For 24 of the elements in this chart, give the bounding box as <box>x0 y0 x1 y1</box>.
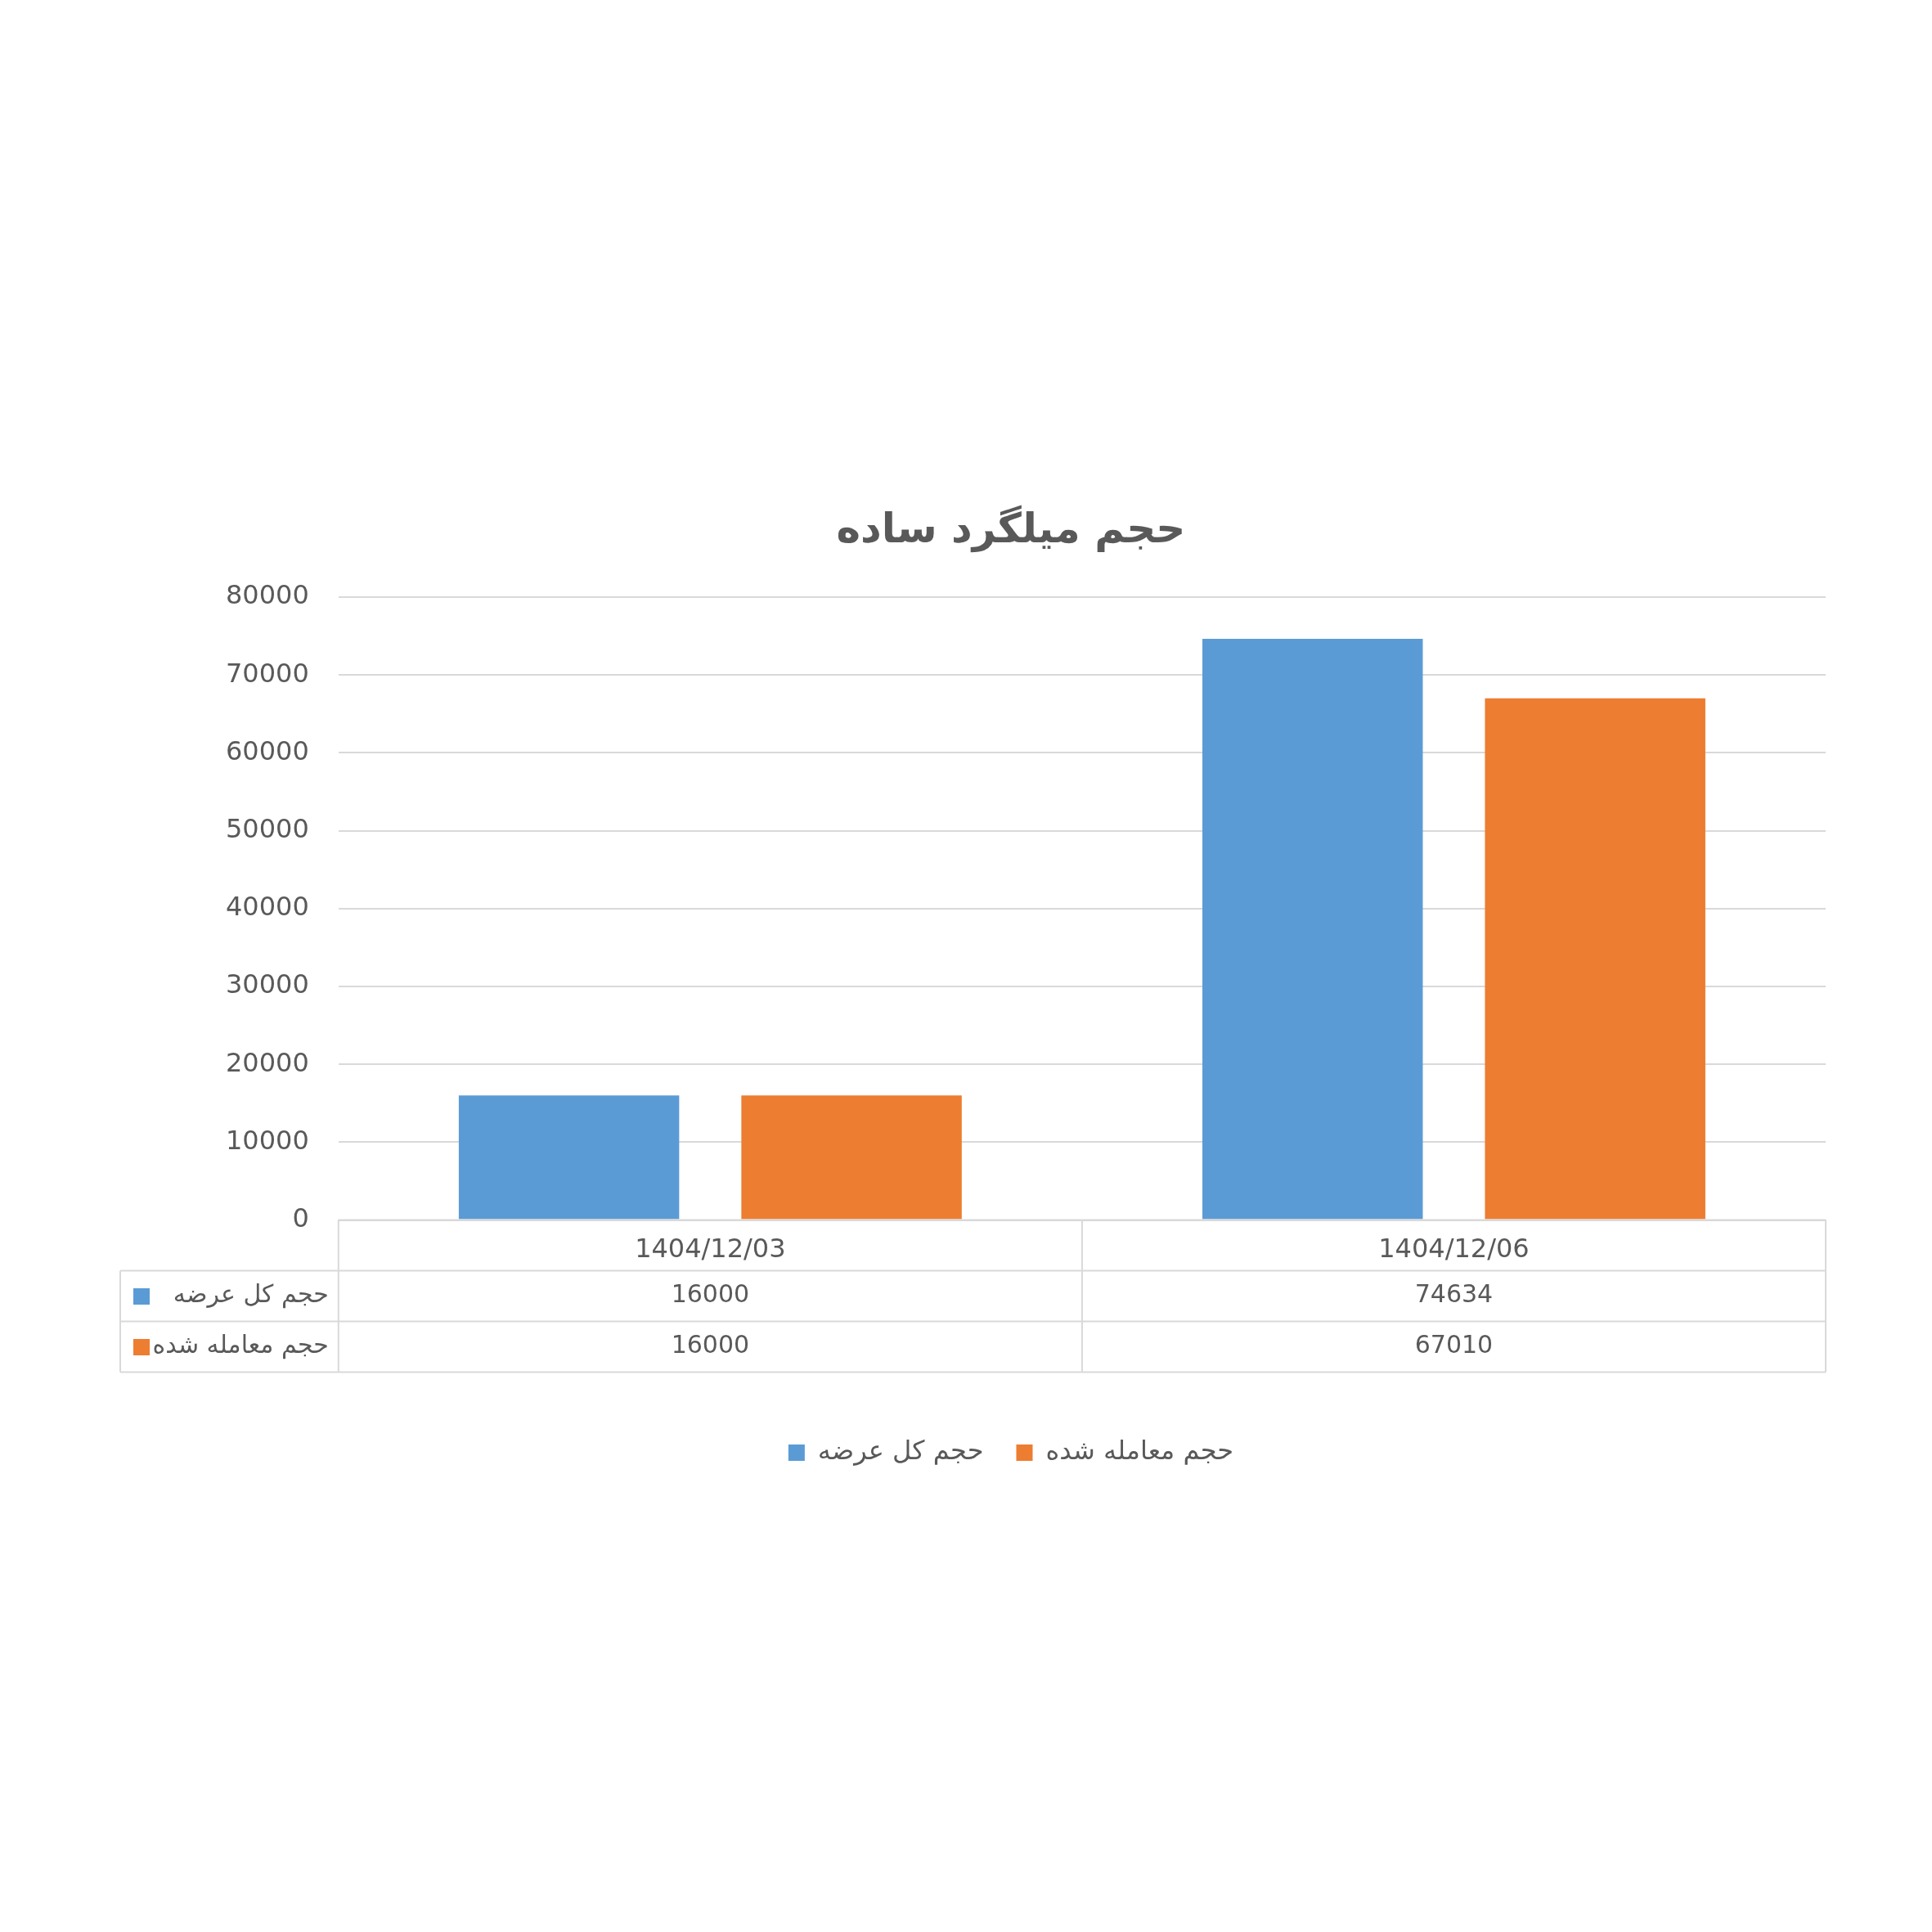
data-label: 67010 <box>1414 1330 1494 1359</box>
y-tick-label: 30000 <box>226 968 309 1000</box>
y-tick-label: 20000 <box>226 1046 309 1078</box>
y-tick-label: 60000 <box>226 735 309 766</box>
y-tick-label: 80000 <box>226 579 309 611</box>
chart-title: حجم میلگرد ساده <box>836 504 1186 553</box>
data-label: 16000 <box>671 1330 750 1359</box>
text: حجم معامله شده <box>152 1330 329 1359</box>
data-label: 16000 <box>671 1279 750 1309</box>
data-label: 74634 <box>1414 1279 1494 1309</box>
y-tick-label: 0 <box>292 1202 309 1233</box>
legend-label: حجم کل عرضه <box>173 1279 329 1310</box>
y-tick-label: 70000 <box>226 657 309 689</box>
y-tick-label: 10000 <box>226 1124 309 1156</box>
y-tick-label: 50000 <box>226 812 309 844</box>
x-tick-label: 1404/12/03 <box>635 1233 786 1265</box>
text: حجم کل عرضه <box>817 1435 984 1467</box>
legend-label: حجم معامله شده <box>1045 1435 1234 1467</box>
bar <box>741 1095 962 1220</box>
y-tick-label: 40000 <box>226 891 309 923</box>
bar <box>1202 639 1423 1220</box>
bar <box>1485 698 1705 1220</box>
x-tick-label: 1404/12/06 <box>1378 1233 1530 1265</box>
bar <box>458 1095 680 1220</box>
